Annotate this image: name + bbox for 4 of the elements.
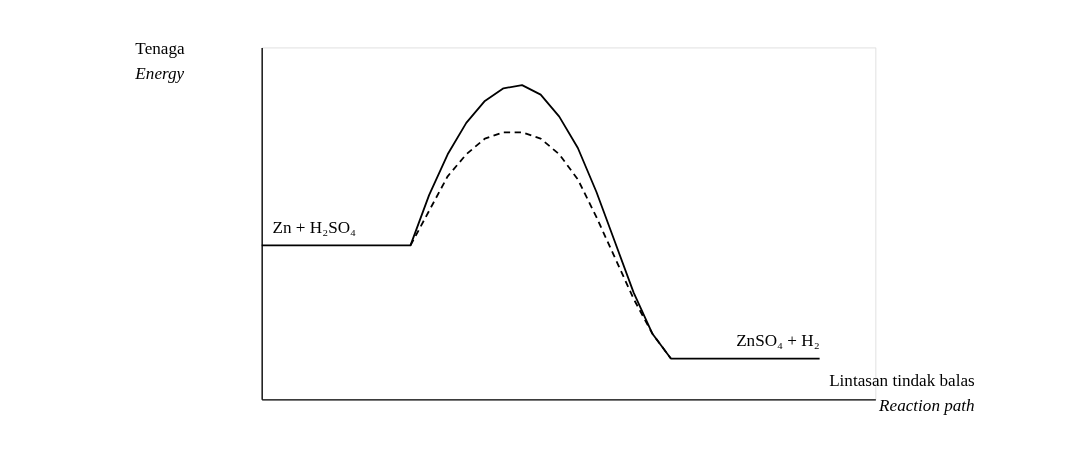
y-axis-title: Tenaga Energy <box>134 38 185 84</box>
annotation: ZnSO₄ + H₂ <box>736 330 820 350</box>
annotation: Zn + H₂SO₄ <box>272 217 357 237</box>
x-axis-title: Lintasan tindak balas Reaction path <box>829 370 975 416</box>
